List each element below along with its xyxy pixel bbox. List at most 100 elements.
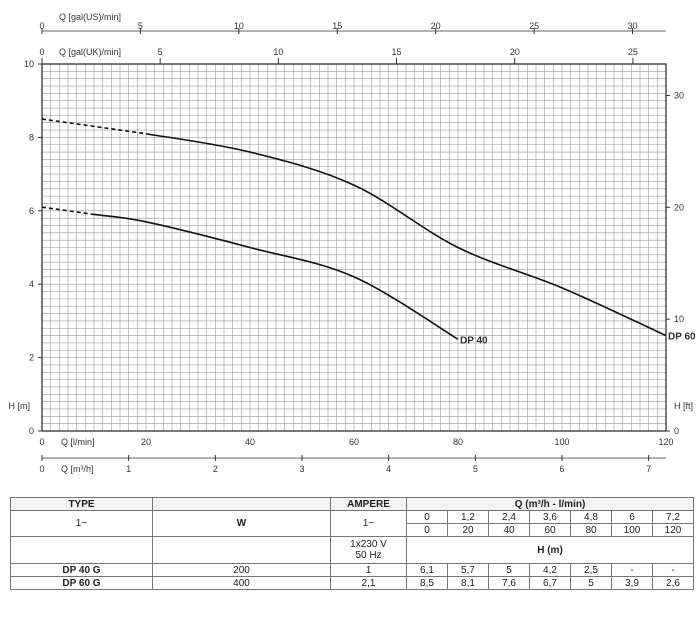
right-tick-label: 20 — [674, 202, 684, 212]
top-uk-tick-label: 25 — [628, 47, 638, 57]
series-dashed-dp-40 — [41, 206, 95, 216]
top-us-tick-label: 10 — [234, 21, 244, 31]
bottom-lmin-tick-label: 100 — [554, 437, 569, 447]
top-uk-tick-label: 20 — [510, 47, 520, 57]
left-tick-label: 10 — [24, 59, 34, 69]
top-uk-tick-label: 0 — [39, 47, 44, 57]
q-header: Q (m³/h - l/min) — [405, 497, 695, 511]
q-m3h-cell: 0 — [406, 510, 448, 524]
top-uk-tick-label: 10 — [273, 47, 283, 57]
q-lmin-cell: 80 — [570, 523, 612, 537]
w-cell: 400 — [152, 576, 331, 590]
plot-frame — [41, 63, 667, 432]
right-tick-label: 10 — [674, 314, 684, 324]
supply-voltage: 1x230 V — [350, 539, 387, 550]
h-cell: 3,9 — [611, 576, 653, 590]
q-lmin-cell: 0 — [406, 523, 448, 537]
left-tick-label: 2 — [29, 353, 34, 363]
q-lmin-cell: 20 — [447, 523, 489, 537]
bottom-m3h-tick-label: 5 — [473, 464, 478, 474]
series-label: DP 60 — [668, 332, 696, 343]
left-tick-label: 4 — [29, 279, 34, 289]
chart-curves — [41, 118, 667, 340]
q-lmin-cell: 40 — [488, 523, 530, 537]
spec-table: TYPE AMPERE Q (m³/h - l/min) 1~ W 1~ 0 1… — [10, 497, 695, 590]
h-cell: 5,7 — [447, 563, 489, 577]
right-axis-label: H [ft] — [674, 401, 693, 411]
top-uk-axis-label: Q [gal(UK)/min] — [59, 47, 121, 57]
q-lmin-cell: 120 — [651, 523, 695, 537]
h-cell: 4,2 — [529, 563, 571, 577]
supply-frequency: 50 Hz — [355, 550, 382, 561]
type-cell: DP 60 G — [10, 576, 153, 590]
top-us-tick-label: 30 — [628, 21, 638, 31]
bottom-lmin-axis-label: Q [l/min] — [61, 437, 95, 447]
bottom-m3h-tick-label: 6 — [559, 464, 564, 474]
top-uk-tick-label: 5 — [158, 47, 163, 57]
ampere-header: AMPERE — [330, 497, 407, 511]
type-header: TYPE — [10, 497, 153, 511]
q-m3h-cell: 6 — [611, 510, 653, 524]
left-tick-label: 8 — [29, 132, 34, 142]
ampere-cell: 2,1 — [330, 576, 407, 590]
right-tick-label: 30 — [674, 90, 684, 100]
top-uk-tick-label: 15 — [392, 47, 402, 57]
series-dashed-dp-60 — [41, 118, 147, 135]
h-cell: 6,1 — [406, 563, 448, 577]
q-lmin-cell: 60 — [529, 523, 571, 537]
supply-cell: 1x230 V 50 Hz — [330, 536, 407, 564]
w-blank — [152, 536, 331, 564]
left-axis-label: H [m] — [9, 401, 31, 411]
h-cell: 2,5 — [570, 563, 612, 577]
h-cell: 2,6 — [651, 576, 695, 590]
bottom-lmin-tick-label: 80 — [453, 437, 463, 447]
q-m3h-cell: 1,2 — [447, 510, 489, 524]
h-cell: 8,5 — [406, 576, 448, 590]
top-us-tick-label: 20 — [431, 21, 441, 31]
w-header-blank — [152, 497, 331, 511]
q-lmin-cell: 100 — [611, 523, 653, 537]
type-blank — [10, 536, 153, 564]
top-us-axis-label: Q [gal(US)/min] — [59, 12, 121, 22]
bottom-lmin-tick-label: 40 — [245, 437, 255, 447]
q-m3h-cell: 2,4 — [488, 510, 530, 524]
bottom-m3h-tick-label: 2 — [213, 464, 218, 474]
bottom-lmin-tick-label: 60 — [349, 437, 359, 447]
series-line-dp-40 — [93, 213, 459, 340]
left-tick-label: 6 — [29, 206, 34, 216]
bottom-m3h-tick-label: 7 — [646, 464, 651, 474]
series-line-dp-60 — [145, 132, 667, 337]
bottom-m3h-tick-label: 0 — [39, 464, 44, 474]
bottom-lmin-tick-label: 0 — [39, 437, 44, 447]
h-cell: - — [651, 563, 695, 577]
q-m3h-cell: 7,2 — [651, 510, 695, 524]
bottom-m3h-tick-label: 4 — [386, 464, 391, 474]
h-cell: - — [611, 563, 653, 577]
q-m3h-cell: 3,6 — [529, 510, 571, 524]
h-label: H (m) — [405, 536, 695, 564]
h-cell: 7,6 — [488, 576, 530, 590]
right-tick-label: 0 — [674, 426, 679, 436]
w-label: W — [152, 510, 331, 537]
ampere-cell: 1 — [330, 563, 407, 577]
bottom-m3h-tick-label: 1 — [126, 464, 131, 474]
top-us-tick-label: 25 — [529, 21, 539, 31]
bottom-m3h-tick-label: 3 — [299, 464, 304, 474]
h-cell: 5 — [488, 563, 530, 577]
bottom-lmin-tick-label: 120 — [658, 437, 673, 447]
chart-axes — [38, 28, 670, 461]
h-cell: 8,1 — [447, 576, 489, 590]
h-cell: 5 — [570, 576, 612, 590]
top-us-tick-label: 0 — [39, 21, 44, 31]
q-m3h-cell: 4,8 — [570, 510, 612, 524]
h-cell: 6,7 — [529, 576, 571, 590]
w-cell: 200 — [152, 563, 331, 577]
top-us-tick-label: 15 — [332, 21, 342, 31]
left-tick-label: 0 — [29, 426, 34, 436]
bottom-m3h-axis-label: Q [m³/h] — [61, 464, 94, 474]
chart-grid — [42, 64, 666, 431]
top-us-tick-label: 5 — [138, 21, 143, 31]
ampere-phase: 1~ — [330, 510, 407, 537]
